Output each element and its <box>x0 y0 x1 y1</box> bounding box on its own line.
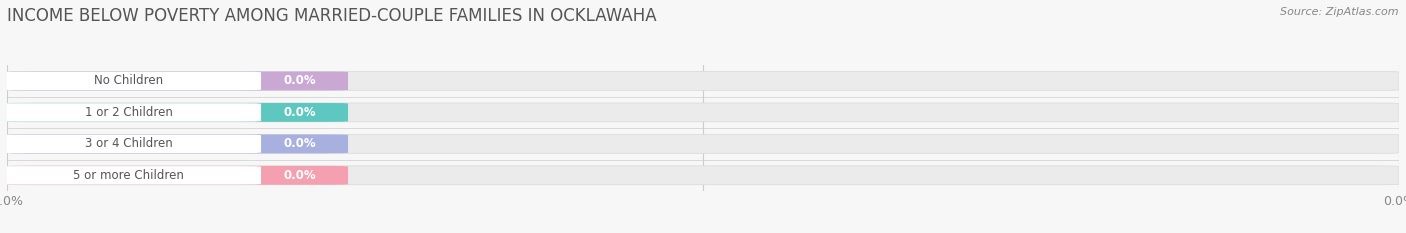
FancyBboxPatch shape <box>0 103 262 122</box>
Text: 3 or 4 Children: 3 or 4 Children <box>84 137 173 150</box>
Text: 0.0%: 0.0% <box>283 137 316 150</box>
FancyBboxPatch shape <box>0 135 262 153</box>
FancyBboxPatch shape <box>7 103 349 122</box>
Text: INCOME BELOW POVERTY AMONG MARRIED-COUPLE FAMILIES IN OCKLAWAHA: INCOME BELOW POVERTY AMONG MARRIED-COUPL… <box>7 7 657 25</box>
FancyBboxPatch shape <box>7 72 349 90</box>
FancyBboxPatch shape <box>7 134 1399 153</box>
Text: 5 or more Children: 5 or more Children <box>73 169 184 182</box>
FancyBboxPatch shape <box>7 166 1399 185</box>
FancyBboxPatch shape <box>7 134 349 153</box>
FancyBboxPatch shape <box>7 166 349 185</box>
Text: 0.0%: 0.0% <box>283 75 316 87</box>
Text: Source: ZipAtlas.com: Source: ZipAtlas.com <box>1281 7 1399 17</box>
FancyBboxPatch shape <box>7 72 1399 90</box>
Text: No Children: No Children <box>94 75 163 87</box>
FancyBboxPatch shape <box>0 166 262 185</box>
Text: 1 or 2 Children: 1 or 2 Children <box>84 106 173 119</box>
FancyBboxPatch shape <box>7 103 1399 122</box>
Text: 0.0%: 0.0% <box>283 169 316 182</box>
FancyBboxPatch shape <box>0 72 262 90</box>
Text: 0.0%: 0.0% <box>283 106 316 119</box>
